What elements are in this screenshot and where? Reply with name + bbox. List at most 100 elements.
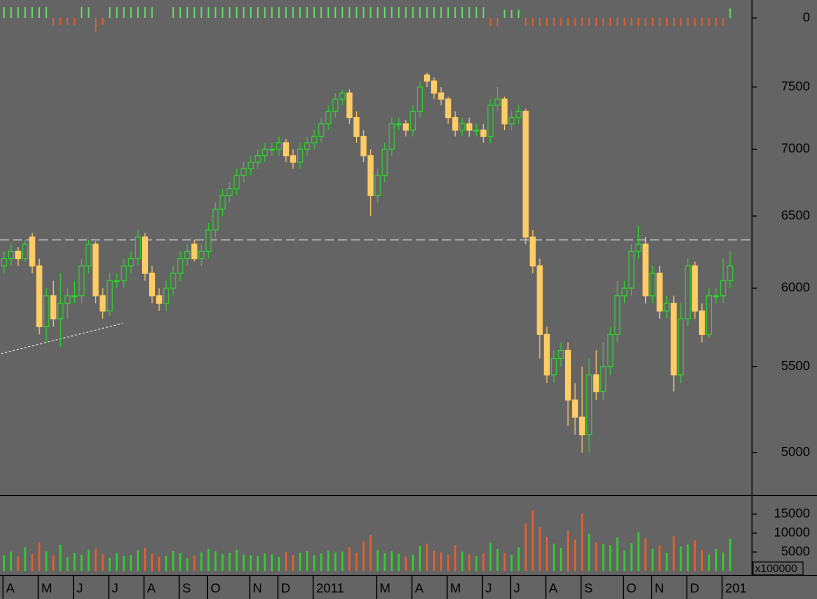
y-tick-label: 6500 bbox=[781, 207, 810, 222]
candle-body bbox=[424, 74, 430, 82]
volume-bar bbox=[256, 556, 259, 571]
y-tick-label: 5000 bbox=[781, 444, 810, 459]
y-tick-label: 7500 bbox=[781, 78, 810, 93]
x-tick-label: D bbox=[690, 580, 699, 595]
volume-bar bbox=[242, 554, 245, 571]
x-tick-label: M bbox=[41, 580, 52, 595]
volume-bar bbox=[679, 546, 682, 571]
candle-body bbox=[508, 117, 515, 125]
volume-bar bbox=[496, 548, 499, 571]
candle-body bbox=[607, 333, 614, 368]
volume-bar bbox=[306, 550, 309, 571]
volume-bar bbox=[59, 544, 62, 571]
volume-bar bbox=[299, 552, 302, 571]
candle-body bbox=[515, 110, 522, 119]
candle-body bbox=[388, 123, 395, 150]
candle-body bbox=[219, 194, 226, 210]
x-tick-label: J bbox=[514, 580, 521, 595]
candle-body bbox=[691, 265, 698, 312]
volume-bar bbox=[38, 542, 41, 571]
candle-body bbox=[92, 243, 99, 297]
candle-body bbox=[36, 265, 43, 328]
volume-bar bbox=[531, 510, 534, 571]
candle-body bbox=[416, 86, 423, 112]
volume-bar bbox=[200, 552, 203, 571]
candle-body bbox=[85, 243, 92, 267]
candle-body bbox=[487, 104, 494, 137]
candle-body bbox=[431, 80, 438, 94]
volume-bar bbox=[228, 552, 231, 571]
volume-bar bbox=[722, 552, 725, 571]
volume-bar bbox=[517, 547, 520, 571]
candle-body bbox=[536, 265, 543, 335]
candle-body bbox=[297, 148, 304, 163]
volume-bar bbox=[179, 553, 182, 571]
volume-bar bbox=[277, 556, 280, 571]
volume-tick-label: 10000 bbox=[774, 524, 810, 539]
volume-bar bbox=[708, 554, 710, 571]
candle-body bbox=[311, 135, 318, 144]
candle-body bbox=[71, 295, 78, 298]
volume-bar bbox=[665, 552, 668, 571]
candle-body bbox=[339, 92, 346, 100]
x-tick-label: 2011 bbox=[316, 580, 344, 595]
candle-body bbox=[177, 258, 184, 274]
volume-bar bbox=[489, 542, 492, 571]
candle-body bbox=[113, 280, 120, 283]
volume-bar bbox=[24, 547, 27, 571]
volume-bar bbox=[369, 534, 372, 571]
volume-bar bbox=[144, 547, 146, 571]
volume-bar bbox=[644, 538, 647, 571]
x-tick-label: J bbox=[112, 580, 119, 595]
candle-body bbox=[565, 349, 571, 401]
volume-tick-label: 5000 bbox=[781, 543, 810, 558]
unit-box bbox=[752, 561, 804, 576]
volume-bar bbox=[383, 553, 386, 571]
volume-bar bbox=[94, 548, 97, 571]
volume-bar bbox=[136, 550, 139, 571]
candle-body bbox=[557, 349, 564, 359]
candle-body bbox=[473, 129, 480, 132]
x-tick-label: A bbox=[549, 580, 558, 595]
candle-body bbox=[64, 295, 71, 304]
volume-bar bbox=[609, 545, 612, 571]
candle-body bbox=[57, 302, 64, 320]
candle-body bbox=[628, 250, 635, 289]
volume-bar bbox=[73, 552, 76, 571]
candle-body bbox=[698, 310, 705, 335]
volume-bar bbox=[595, 542, 598, 571]
candle-body bbox=[318, 123, 325, 137]
candle-body bbox=[543, 333, 550, 376]
candle-body bbox=[240, 168, 247, 176]
candle-body bbox=[212, 208, 219, 231]
candle-body bbox=[163, 287, 170, 304]
candle-body bbox=[8, 250, 15, 260]
volume-bar bbox=[158, 556, 161, 571]
y-tick-label: 7000 bbox=[781, 141, 810, 156]
volume-bar bbox=[172, 550, 175, 571]
x-tick-label: J bbox=[77, 580, 84, 595]
volume-bar bbox=[567, 531, 569, 571]
volume-bar bbox=[31, 553, 34, 571]
volume-bar bbox=[129, 555, 132, 571]
volume-bar bbox=[270, 554, 273, 571]
volume-bar bbox=[686, 544, 689, 571]
volume-bar bbox=[17, 556, 20, 571]
volume-bar bbox=[235, 549, 238, 571]
candle-body bbox=[621, 287, 628, 297]
candle-body bbox=[247, 161, 254, 170]
x-tick-label: N bbox=[655, 580, 664, 595]
volume-bar bbox=[207, 548, 210, 571]
volume-bar bbox=[327, 550, 330, 571]
candle-body bbox=[332, 98, 339, 112]
candle-body bbox=[459, 123, 466, 131]
candle-body bbox=[677, 318, 684, 376]
x-tick-label: O bbox=[210, 580, 220, 595]
volume-bar bbox=[454, 545, 457, 571]
candle-body bbox=[409, 110, 416, 131]
volume-bar bbox=[658, 545, 661, 571]
volume-bar bbox=[3, 555, 5, 571]
candle-body bbox=[233, 174, 240, 190]
candle-body bbox=[656, 272, 663, 312]
